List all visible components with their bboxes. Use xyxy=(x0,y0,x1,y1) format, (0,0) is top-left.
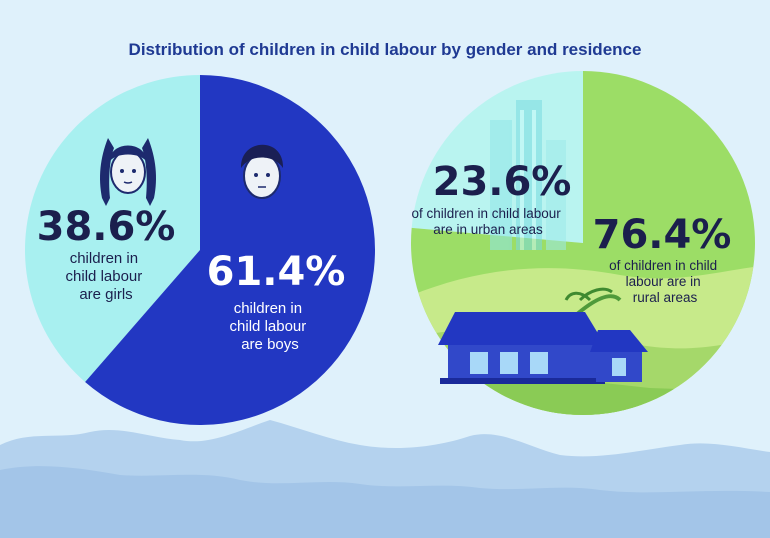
gender-pie: 38.6% children in child labour are girls… xyxy=(25,75,376,426)
urban-percent-label: 23.6% xyxy=(433,159,572,205)
residence-pie: 23.6% of children in child labour are in… xyxy=(410,71,755,416)
boys-percent-label: 61.4% xyxy=(207,249,346,295)
mountain-foreground xyxy=(0,466,770,538)
pie-slice-girls xyxy=(25,75,201,382)
city-buildings-icon xyxy=(490,100,566,250)
boy-face-icon xyxy=(240,144,284,199)
boys-description: children in child labour are boys xyxy=(230,300,311,353)
chart-title: Distribution of children in child labour… xyxy=(128,40,642,59)
rural-house-icon xyxy=(438,312,648,384)
rural-description: of children in child labour are in rural… xyxy=(609,258,721,305)
girls-description: children in child labour are girls xyxy=(66,250,147,303)
urban-description: of children in child labour are in urban… xyxy=(411,206,564,237)
girl-face-icon xyxy=(100,138,156,206)
pie-slice-boys xyxy=(85,75,376,426)
rural-percent-label: 76.4% xyxy=(593,212,732,258)
girls-percent-label: 38.6% xyxy=(37,204,176,250)
